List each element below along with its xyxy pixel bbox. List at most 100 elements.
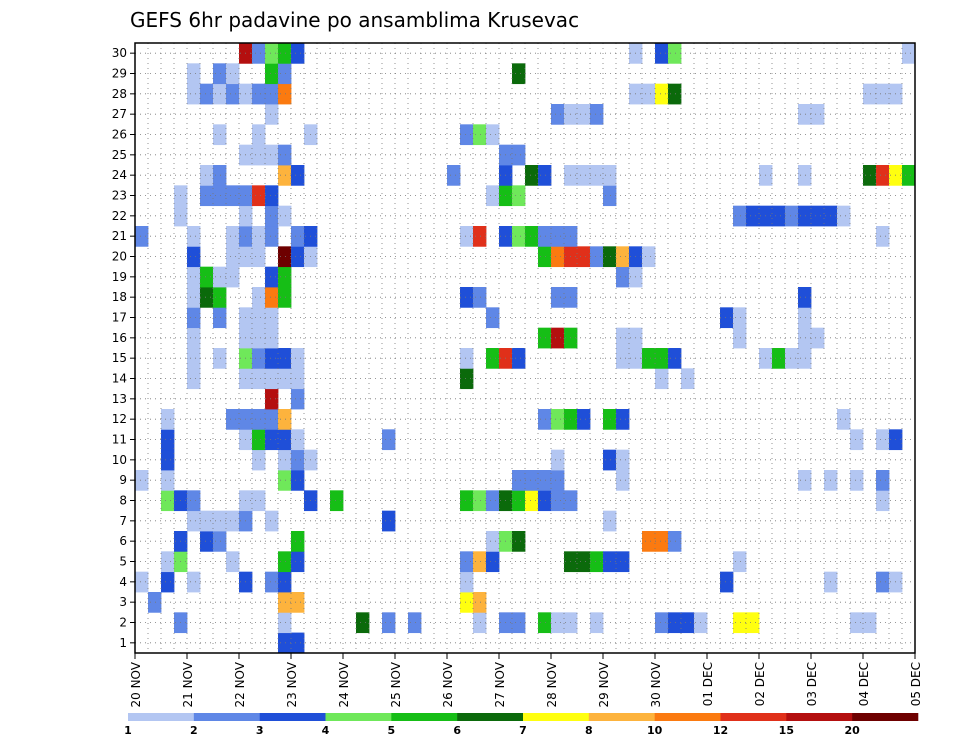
heat-cell: [213, 531, 227, 552]
heat-cell: [265, 388, 279, 410]
heat-cell: [265, 510, 279, 532]
heat-cell: [798, 348, 812, 369]
y-tick-label: 13: [112, 392, 127, 406]
legend-label: 1: [124, 724, 132, 737]
heat-cell: [798, 327, 812, 349]
heat-cell: [226, 551, 240, 573]
legend-label: 15: [779, 724, 794, 737]
heat-cell: [252, 327, 266, 349]
legend-label: 5: [388, 724, 396, 737]
heat-cell: [746, 612, 760, 634]
heat-cell: [551, 287, 565, 308]
heat-cell: [525, 490, 539, 512]
heat-cell: [486, 124, 500, 146]
heat-cell: [876, 470, 890, 491]
legend-swatch: [720, 713, 787, 721]
heat-cell: [525, 165, 539, 186]
heat-cell: [668, 83, 682, 105]
heat-cell: [252, 490, 266, 512]
legend-label: 6: [453, 724, 461, 737]
heat-cell: [291, 43, 305, 64]
heat-cell: [603, 165, 617, 186]
y-tick-label: 27: [112, 107, 127, 121]
y-tick-label: 21: [112, 229, 127, 243]
heat-cell: [525, 226, 539, 247]
heat-cell: [252, 43, 266, 64]
heat-cell: [837, 205, 851, 227]
heat-cell: [278, 449, 292, 471]
x-tick-label: 05 DEC: [909, 662, 923, 706]
heat-cell: [733, 205, 747, 227]
grid-lines: [135, 43, 915, 653]
heat-cell: [512, 348, 526, 369]
x-axis-ticks: 20 NOV 21 NOV 22 NOV 23 NOV 24 NOV 25 NOV 26 N…: [129, 653, 923, 708]
legend-label: 3: [256, 724, 264, 737]
heatmap-cells: [135, 43, 916, 654]
heat-cell: [460, 368, 474, 390]
heat-cell: [265, 368, 279, 390]
heat-cell: [278, 83, 292, 105]
heat-cell: [265, 307, 279, 329]
heat-cell: [473, 124, 487, 146]
heat-cell: [252, 185, 266, 207]
heat-cell: [642, 531, 656, 552]
heat-cell: [538, 226, 552, 247]
heat-cell: [863, 165, 877, 186]
y-tick-label: 28: [112, 87, 127, 101]
heat-cell: [668, 43, 682, 64]
heat-cell: [265, 144, 279, 166]
legend-swatch: [654, 713, 721, 721]
heat-cell: [551, 409, 565, 430]
heat-cell: [291, 449, 305, 471]
heat-cell: [291, 368, 305, 390]
legend-label: 20: [845, 724, 861, 737]
heat-cell: [486, 348, 500, 369]
heat-cell: [603, 510, 617, 532]
heat-cell: [577, 165, 591, 186]
heat-cell: [278, 551, 292, 573]
heat-cell: [616, 246, 630, 268]
heat-cell: [538, 246, 552, 268]
heat-cell: [577, 551, 591, 573]
y-tick-label: 24: [112, 168, 127, 182]
heat-cell: [603, 449, 617, 471]
heat-cell: [187, 83, 201, 105]
heat-cell: [473, 287, 487, 308]
heat-cell: [590, 104, 604, 125]
heat-cell: [486, 307, 500, 329]
heat-cell: [876, 571, 890, 593]
heat-cell: [213, 307, 227, 329]
legend-swatch: [128, 713, 195, 721]
y-tick-label: 15: [112, 351, 127, 365]
heat-cell: [161, 551, 175, 573]
heat-cell: [252, 226, 266, 247]
y-tick-label: 11: [112, 433, 127, 447]
x-tick-label: 24 NOV: [337, 661, 351, 707]
heat-cell: [486, 551, 500, 573]
heat-cell: [226, 226, 240, 247]
heat-cell: [616, 551, 630, 573]
heat-cell: [850, 429, 864, 451]
x-tick-label: 29 NOV: [597, 661, 611, 707]
heat-cell: [486, 531, 500, 552]
chart-title: GEFS 6hr padavine po ansamblima Krusevac: [130, 8, 579, 32]
heat-cell: [226, 409, 240, 430]
x-tick-label: 28 NOV: [545, 661, 559, 707]
heat-cell: [408, 612, 422, 634]
heat-cell: [278, 632, 292, 654]
heat-cell: [538, 470, 552, 491]
x-tick-label: 21 NOV: [181, 661, 195, 707]
legend-swatch: [786, 713, 853, 721]
heat-cell: [733, 307, 747, 329]
heat-cell: [603, 551, 617, 573]
heat-cell: [278, 144, 292, 166]
x-tick-label: 20 NOV: [129, 661, 143, 707]
heat-cell: [668, 348, 682, 369]
heat-cell: [785, 205, 799, 227]
heat-cell: [265, 571, 279, 593]
heat-cell: [252, 368, 266, 390]
heat-cell: [590, 551, 604, 573]
heat-cell: [512, 470, 526, 491]
y-tick-label: 5: [119, 555, 127, 569]
heat-cell: [512, 63, 526, 85]
